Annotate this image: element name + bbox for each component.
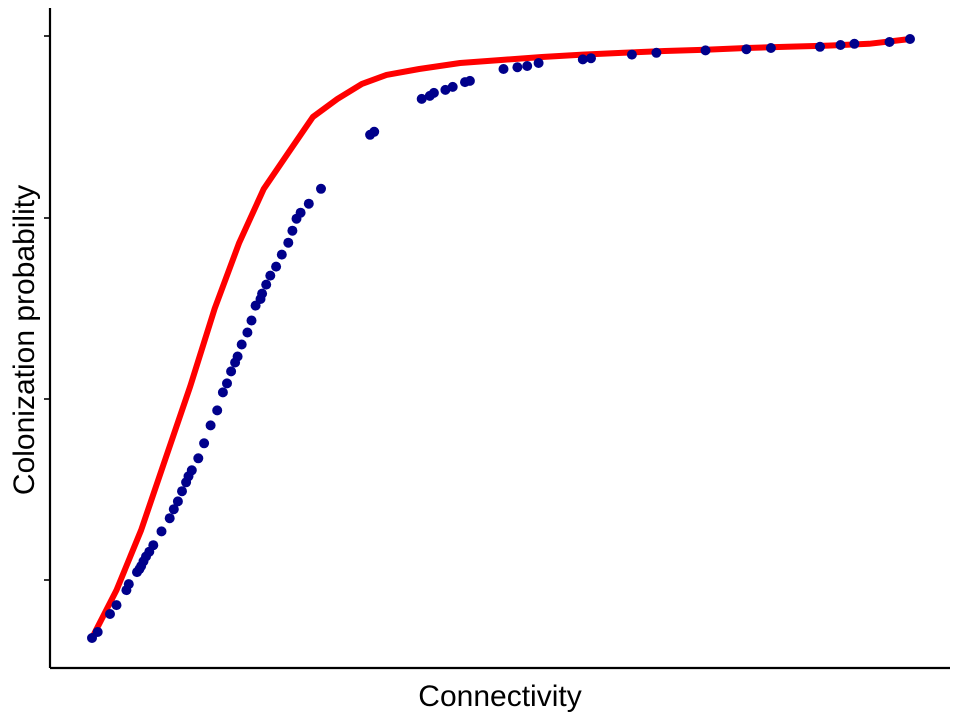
data-point xyxy=(428,87,439,98)
data-point xyxy=(884,37,895,47)
data-point xyxy=(283,237,294,248)
data-point xyxy=(835,40,846,50)
data-point xyxy=(257,288,268,299)
data-point xyxy=(905,34,915,44)
data-point xyxy=(217,387,228,398)
data-point xyxy=(156,526,167,537)
x-axis-label: Connectivity xyxy=(418,680,581,713)
data-point xyxy=(577,54,588,65)
data-point xyxy=(236,339,247,350)
data-point xyxy=(265,270,276,281)
data-point xyxy=(105,609,115,619)
data-point xyxy=(164,513,175,524)
data-point xyxy=(586,53,596,64)
data-point xyxy=(295,207,306,218)
data-point xyxy=(212,405,223,416)
data-point xyxy=(148,540,159,551)
data-marks xyxy=(87,34,915,643)
data-point xyxy=(246,315,257,326)
data-point xyxy=(205,420,216,431)
data-point xyxy=(512,62,523,73)
data-point xyxy=(177,486,187,497)
data-point xyxy=(849,38,860,49)
data-point xyxy=(271,261,282,272)
data-point xyxy=(533,58,544,68)
data-point xyxy=(172,496,183,507)
data-point xyxy=(316,183,326,194)
data-point xyxy=(464,75,475,86)
data-point xyxy=(700,45,711,56)
data-point xyxy=(92,627,103,637)
data-point xyxy=(651,47,662,58)
data-point xyxy=(186,465,197,476)
data-point xyxy=(111,600,122,611)
axes xyxy=(44,8,950,670)
data-point xyxy=(369,126,380,137)
data-point xyxy=(765,43,776,53)
data-point xyxy=(232,351,243,362)
fitted-curve-line xyxy=(89,36,913,641)
data-point xyxy=(242,327,253,338)
data-point xyxy=(287,225,298,236)
data-point xyxy=(168,504,179,515)
data-point xyxy=(498,64,509,74)
data-point xyxy=(123,579,134,590)
data-point xyxy=(276,249,287,260)
y-axis-label: Colonization probability xyxy=(8,185,41,495)
data-point xyxy=(626,49,637,60)
data-point xyxy=(447,81,458,92)
data-point xyxy=(226,366,237,377)
data-point xyxy=(522,61,533,71)
data-point xyxy=(815,41,825,52)
data-point xyxy=(261,279,272,290)
data-point xyxy=(222,378,232,389)
data-point xyxy=(416,93,427,104)
data-point xyxy=(193,453,204,464)
data-point xyxy=(741,44,752,55)
data-point xyxy=(303,198,314,209)
data-point xyxy=(199,438,210,449)
